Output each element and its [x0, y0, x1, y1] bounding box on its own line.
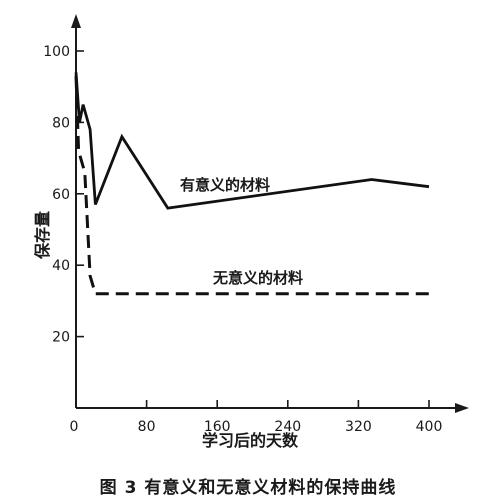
- y-axis-title: 保存量: [33, 211, 52, 260]
- x-tick-label: 160: [204, 419, 231, 435]
- y-axis-arrow: [71, 14, 81, 28]
- y-tick-label: 20: [52, 330, 70, 346]
- x-tick-label: 0: [70, 419, 79, 435]
- y-tick-label: 80: [52, 115, 70, 131]
- series-label-meaningful: 有意义的材料: [180, 176, 270, 194]
- x-axis-arrow: [455, 403, 469, 413]
- figure-caption: 图 3 有意义和无意义材料的保持曲线: [100, 477, 397, 498]
- series-line-meaningless: [74, 75, 429, 296]
- x-tick-label: 320: [345, 419, 372, 435]
- x-tick-label: 400: [416, 419, 443, 435]
- ticks: 20 40 60 80 100 0 80 160 240 320 400: [43, 44, 442, 435]
- series-line-meaningful: [74, 72, 430, 210]
- series-label-meaningless: 无意义的材料: [212, 269, 303, 287]
- x-tick-label: 80: [138, 419, 156, 435]
- series-lines: [74, 72, 430, 296]
- axes: [71, 14, 469, 413]
- y-tick-label: 40: [52, 258, 70, 274]
- y-tick-label: 60: [52, 187, 70, 203]
- x-tick-label: 240: [274, 419, 301, 435]
- x-axis-title: 学习后的天数: [202, 431, 299, 450]
- y-tick-label: 100: [43, 44, 70, 60]
